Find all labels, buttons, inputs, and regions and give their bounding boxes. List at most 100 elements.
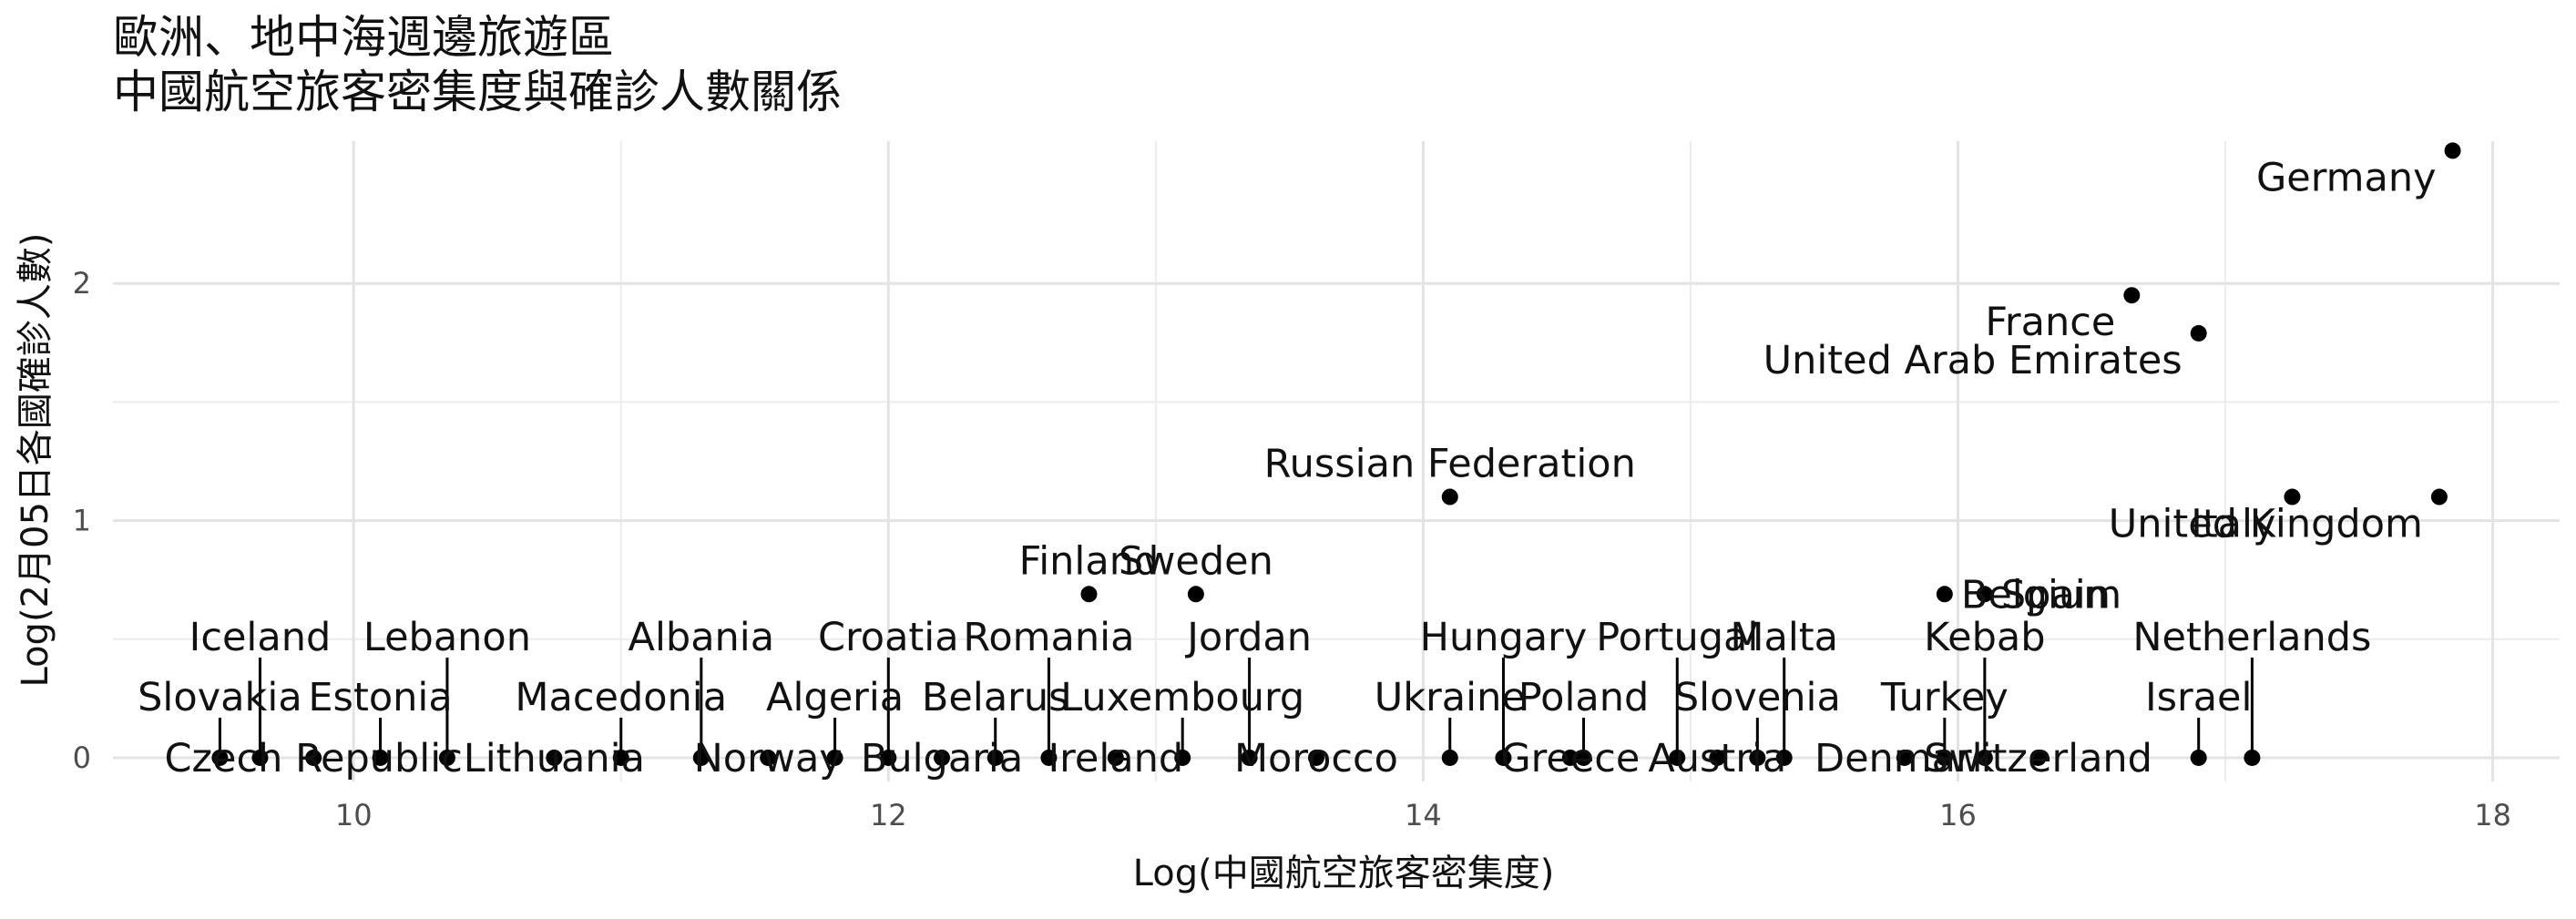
- data-point-1: [2123, 287, 2141, 304]
- point-label-29: Hungary: [1420, 615, 1588, 660]
- data-point-8: [1936, 586, 1953, 603]
- point-label-37: Turkey: [1880, 675, 2009, 720]
- point-label-16: Macedonia: [515, 675, 727, 720]
- data-point-39: [2029, 749, 2047, 766]
- point-label-4: United Kingdom: [2109, 502, 2423, 547]
- data-point-30: [1561, 749, 1579, 766]
- point-label-26: Jordan: [1184, 615, 1312, 660]
- data-point-9: [1976, 586, 1993, 603]
- data-point-12: [305, 749, 322, 766]
- data-point-21: [934, 749, 951, 766]
- data-point-36: [1896, 749, 1913, 766]
- point-label-7: Sweden: [1119, 538, 1273, 584]
- point-label-21: Bulgaria: [861, 736, 1023, 781]
- point-label-23: Romania: [963, 615, 1134, 660]
- point-label-30: Greece: [1500, 736, 1640, 781]
- point-label-35: Malta: [1730, 615, 1838, 660]
- chart-title-line-1: 歐洲、地中海週邊旅遊區: [113, 11, 614, 64]
- data-point-41: [2244, 749, 2261, 766]
- y-tick-label-0: 0: [73, 740, 91, 775]
- data-point-5: [1441, 488, 1458, 505]
- point-label-17: Albania: [629, 615, 775, 660]
- data-point-6: [1080, 586, 1098, 603]
- point-label-13: Estonia: [308, 675, 452, 720]
- point-label-10: Slovakia: [138, 675, 302, 720]
- data-point-38: [1976, 749, 1993, 766]
- grid-lines: [113, 141, 2560, 781]
- point-label-22: Belarus: [922, 675, 1069, 720]
- data-point-24: [1107, 749, 1124, 766]
- data-point-18: [760, 749, 777, 766]
- data-point-3: [2284, 488, 2301, 505]
- data-point-25: [1174, 749, 1191, 766]
- point-label-3: Italy: [2191, 502, 2275, 547]
- data-point-14: [438, 749, 455, 766]
- data-point-4: [2430, 488, 2448, 505]
- data-point-32: [1669, 749, 1686, 766]
- point-label-1: France: [1985, 300, 2115, 345]
- chart-title-line-2: 中國航空旅客密集度與確診人數關係: [113, 66, 842, 118]
- data-point-22: [986, 749, 1004, 766]
- point-label-6: Finland: [1019, 538, 1160, 584]
- point-label-9: Spain: [2001, 572, 2111, 618]
- data-point-26: [1241, 749, 1258, 766]
- y-tick-label-2: 2: [73, 266, 91, 301]
- data-point-10: [211, 749, 229, 766]
- point-label-8: Belgium: [1961, 572, 2121, 618]
- point-label-20: Croatia: [818, 615, 959, 660]
- data-point-33: [1709, 749, 1726, 766]
- x-tick-label-4: 18: [2474, 798, 2511, 832]
- data-point-40: [2190, 749, 2207, 766]
- point-label-0: Germany: [2256, 155, 2437, 200]
- point-label-36: Denmark: [1814, 736, 1995, 781]
- data-point-2: [2190, 324, 2207, 342]
- data-point-34: [1749, 749, 1766, 766]
- point-label-5: Russian Federation: [1264, 442, 1636, 487]
- data-point-27: [1307, 749, 1324, 766]
- data-point-28: [1441, 749, 1458, 766]
- point-label-24: Ireland: [1048, 736, 1183, 781]
- point-label-40: Israel: [2145, 675, 2253, 720]
- y-tick-label-1: 1: [73, 504, 91, 538]
- point-label-18: Norway: [694, 736, 843, 781]
- point-label-28: Ukraine: [1375, 675, 1526, 720]
- data-point-13: [372, 749, 389, 766]
- data-point-0: [2444, 142, 2461, 159]
- point-label-27: Morocco: [1234, 736, 1398, 781]
- point-label-14: Lebanon: [363, 615, 531, 660]
- data-point-11: [251, 749, 269, 766]
- label-leader-lines: [218, 657, 2254, 758]
- y-axis-title: Log(2月05日各國確診人數): [15, 232, 56, 687]
- point-label-39: Switzerland: [1924, 736, 2152, 781]
- point-label-34: Slovenia: [1674, 675, 1841, 720]
- point-label-25: Luxembourg: [1060, 675, 1304, 720]
- point-label-15: Lithuania: [464, 736, 645, 781]
- data-points: [211, 142, 2461, 766]
- data-point-19: [826, 749, 843, 766]
- point-label-19: Algeria: [766, 675, 904, 720]
- point-label-38: Kebab: [1924, 615, 2045, 660]
- x-tick-label-3: 16: [1939, 798, 1977, 832]
- x-tick-label-1: 12: [870, 798, 907, 832]
- data-point-20: [880, 749, 897, 766]
- data-point-31: [1575, 749, 1592, 766]
- data-point-15: [546, 749, 563, 766]
- point-label-31: Poland: [1518, 675, 1650, 720]
- data-point-17: [692, 749, 710, 766]
- point-label-2: United Arab Emirates: [1763, 338, 2182, 383]
- x-axis-title: Log(中國航空旅客密集度): [1133, 853, 1555, 894]
- x-tick-label-2: 14: [1405, 798, 1442, 832]
- data-point-37: [1936, 749, 1953, 766]
- point-label-12: Czech Republic: [164, 736, 462, 781]
- point-label-11: Iceland: [189, 615, 332, 660]
- data-point-23: [1040, 749, 1058, 766]
- data-point-35: [1775, 749, 1793, 766]
- point-label-41: Netherlands: [2132, 615, 2371, 660]
- point-label-33: Austria: [1648, 736, 1786, 781]
- data-point-16: [612, 749, 629, 766]
- data-point-29: [1495, 749, 1512, 766]
